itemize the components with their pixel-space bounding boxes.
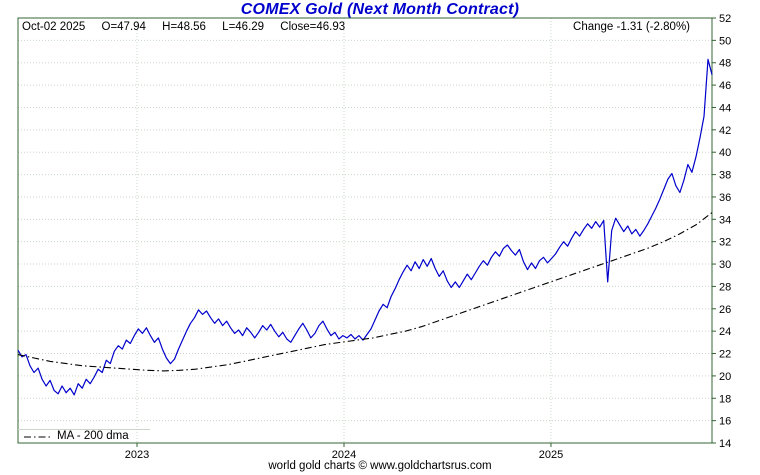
y-axis-label: 26 (719, 304, 731, 316)
y-axis-label: 46 (719, 80, 731, 92)
y-axis-label: 16 (719, 416, 731, 428)
chart-title: COMEX Gold (Next Month Contract) (240, 1, 520, 18)
x-axis-label: 2023 (125, 449, 149, 461)
y-axis-label: 40 (719, 147, 731, 159)
y-axis-label: 52 (719, 13, 731, 25)
ohlc-date: Oct-02 2025 (22, 21, 86, 33)
y-axis-label: 18 (719, 393, 731, 405)
ma-line (17, 212, 713, 372)
y-axis-label: 50 (719, 35, 731, 47)
y-axis-label: 20 (719, 371, 731, 383)
y-axis-label: 44 (719, 102, 731, 114)
y-axis-label: 38 (719, 170, 731, 182)
y-axis-label: 14 (719, 438, 731, 450)
y-axis-label: 22 (719, 349, 731, 361)
credit-text: world gold charts © www.goldchartsrus.co… (268, 460, 492, 472)
change-label: Change -1.31 (-2.80%) (573, 21, 690, 33)
ohlc-info: Oct-02 2025 O=47.94 H=48.56 L=46.29 Clos… (22, 21, 358, 33)
y-axis-label: 48 (719, 58, 731, 70)
y-axis-label: 24 (719, 326, 731, 338)
ohlc-open: O=47.94 (101, 21, 146, 33)
x-axis-label: 2024 (332, 449, 356, 461)
y-axis-label: 42 (719, 125, 731, 137)
y-axis-label: 36 (719, 192, 731, 204)
price-line (17, 58, 713, 396)
x-axis-label: 2025 (539, 449, 563, 461)
y-axis-label: 32 (719, 237, 731, 249)
ma-legend-label: MA - 200 dma (57, 430, 129, 442)
y-axis-label: 34 (719, 214, 731, 226)
ohlc-low: L=46.29 (222, 21, 265, 33)
y-axis-label: 28 (719, 281, 731, 293)
plot-border (17, 17, 713, 444)
ohlc-close: Close=46.93 (280, 21, 346, 33)
y-axis-label: 30 (719, 259, 731, 271)
ohlc-high: H=48.56 (162, 21, 206, 33)
